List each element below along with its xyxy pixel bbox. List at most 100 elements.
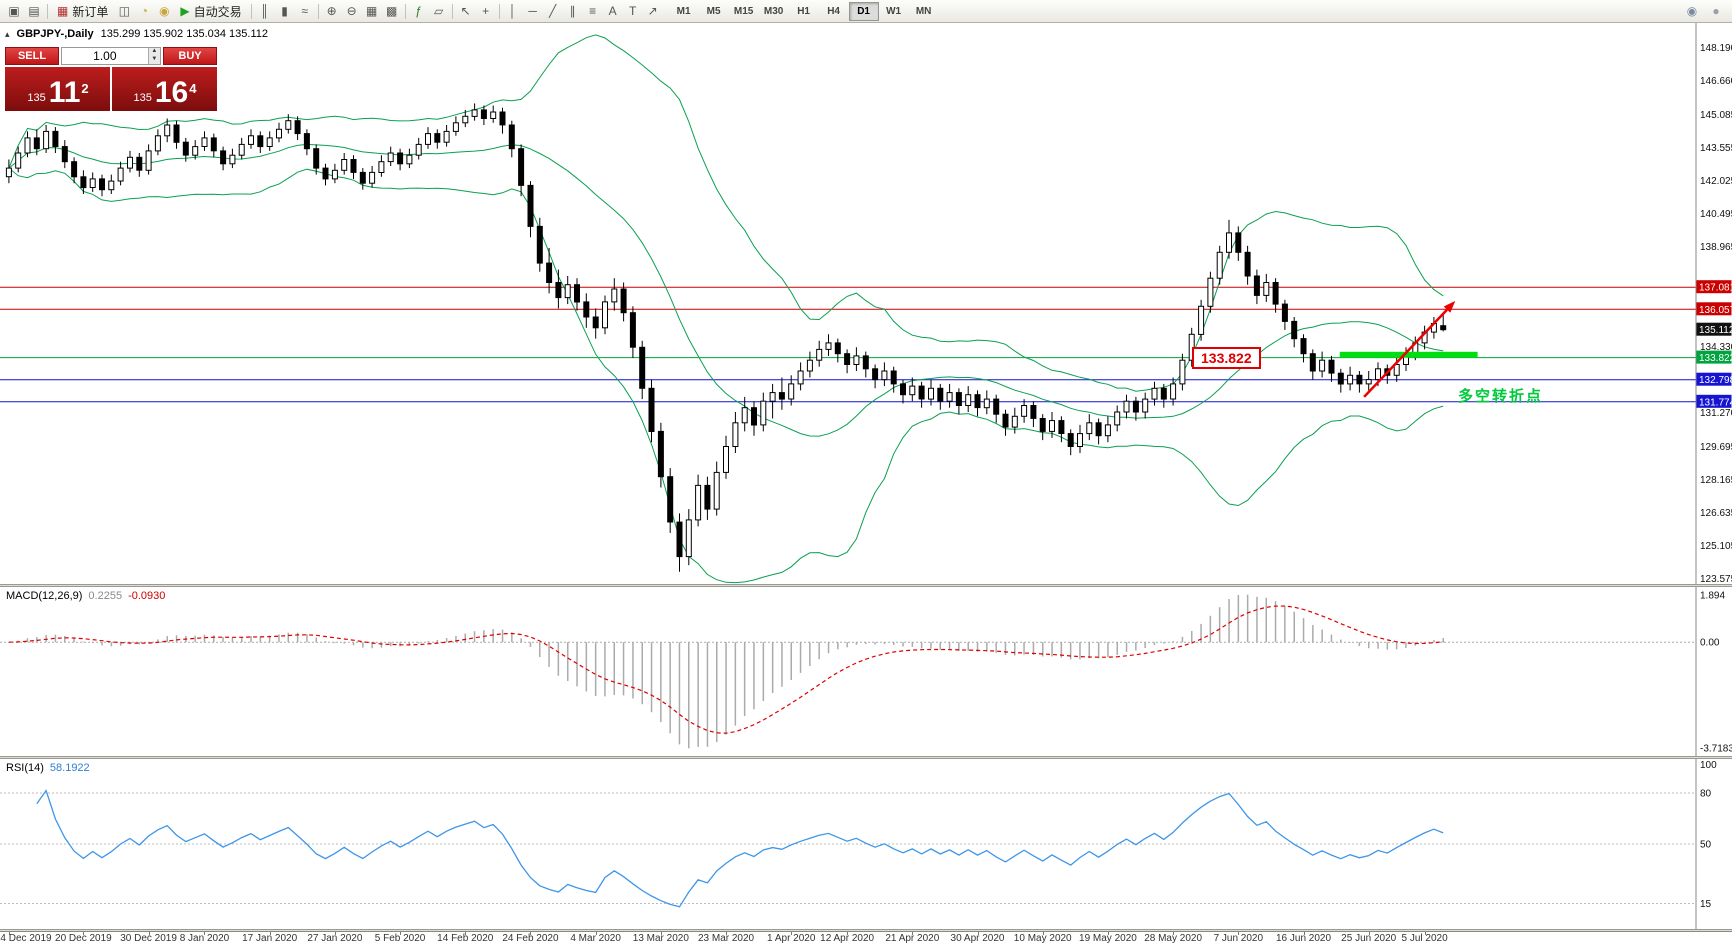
time-tick <box>465 932 467 935</box>
svg-text:125.105: 125.105 <box>1700 541 1732 552</box>
rsi-pane[interactable]: 100 80 50 15 <box>0 759 1732 929</box>
svg-text:131.774: 131.774 <box>1699 397 1732 408</box>
volume-up-button[interactable]: ▲ <box>148 48 160 56</box>
new-order-button[interactable]: ▦ 新订单 <box>51 2 114 20</box>
trendline-icon[interactable]: ╱ <box>543 2 563 20</box>
profiles-icon-glyph: ▤ <box>28 4 40 18</box>
history-center-icon[interactable]: ◔ <box>134 2 154 20</box>
volume-input[interactable] <box>62 48 148 64</box>
toolbar-separator <box>47 3 48 19</box>
time-tick <box>204 932 206 935</box>
date-label: 8 Jan 2020 <box>179 933 230 944</box>
timeframe-button-d1[interactable]: D1 <box>848 1 879 21</box>
channel-icon[interactable]: ∥ <box>563 2 583 20</box>
sell-price-panel[interactable]: 135 11 2 <box>5 67 110 111</box>
pane-separator[interactable] <box>0 584 1732 587</box>
pane-separator <box>0 929 1732 931</box>
bar-chart-icon[interactable]: ║ <box>255 2 275 20</box>
timeframe-button-h1[interactable]: H1 <box>797 5 810 17</box>
horizontal-line-icon[interactable]: ─ <box>523 2 543 20</box>
macd-pane[interactable]: 1.894 0.00 -3.7183 <box>0 587 1732 756</box>
vertical-line-icon[interactable]: │ <box>503 2 523 20</box>
timeframe-button-m30[interactable]: M30 <box>763 5 784 17</box>
date-label: 10 May 2020 <box>1013 933 1072 944</box>
timeframe-button-w1[interactable]: W1 <box>886 5 902 17</box>
timeframe-button-mn[interactable]: MN <box>915 5 932 17</box>
date-label: 24 Feb 2020 <box>502 933 559 944</box>
main-chart-pane[interactable]: 148.190 146.660 145.085 143.555 142.025 140.4… <box>0 23 1732 584</box>
new-order-icon: ▦ <box>57 4 69 18</box>
date-label: 30 Dec 2019 <box>120 933 177 944</box>
cursor-icon[interactable]: ↖ <box>456 2 476 20</box>
tile-windows-icon[interactable]: ▦ <box>362 2 382 20</box>
date-label: 4 Mar 2020 <box>570 933 621 944</box>
buy-price-big: 16 <box>154 76 189 109</box>
svg-text:131.270: 131.270 <box>1700 408 1732 419</box>
auto-arrange-icon[interactable]: ▩ <box>382 2 402 20</box>
metaquotes-logo[interactable]: ◉ <box>1686 4 1698 18</box>
time-tick <box>912 932 914 935</box>
zoom-in-icon[interactable]: ⊕ <box>322 2 342 20</box>
rsi-indicator-label: RSI(14) 58.1922 <box>6 762 90 774</box>
autotrade-icon: ▶ <box>180 4 190 18</box>
text-icon[interactable]: A <box>603 2 623 20</box>
svg-text:0.00: 0.00 <box>1700 638 1720 649</box>
candlestick-chart-icon[interactable]: ▮ <box>275 2 295 20</box>
label-icon[interactable]: T <box>623 2 643 20</box>
zoom-out-icon[interactable]: ⊖ <box>342 2 362 20</box>
svg-text:145.085: 145.085 <box>1700 110 1732 121</box>
horizontal-line-icon-glyph: ─ <box>528 4 537 18</box>
time-tick <box>726 932 728 935</box>
pane-separator[interactable] <box>0 756 1732 759</box>
label-icon-glyph: T <box>628 4 637 18</box>
volume-down-button[interactable]: ▼ <box>148 56 160 64</box>
timeframe-button-m1[interactable]: M1 <box>676 5 691 17</box>
macd-indicator-label: MACD(12,26,9) 0.2255 -0.0930 <box>6 590 166 602</box>
buy-price-panel[interactable]: 135 16 4 <box>112 67 217 111</box>
time-axis[interactable]: 4 Dec 2019 20 Dec 2019 30 Dec 2019 8 Jan 20… <box>0 931 1732 945</box>
time-tick <box>1238 932 1240 935</box>
profiles-icon[interactable]: ▤ <box>24 2 44 20</box>
timeframe-button-h4[interactable]: H4 <box>827 5 840 17</box>
time-tick <box>595 932 597 935</box>
new-chart-icon[interactable]: ▣ <box>4 2 24 20</box>
svg-text:80: 80 <box>1700 789 1712 800</box>
time-tick <box>660 932 662 935</box>
indicators-icon[interactable]: ƒ <box>409 2 429 20</box>
community-icon[interactable]: ● <box>1712 4 1720 18</box>
templates-icon[interactable]: ▱ <box>429 2 449 20</box>
turning-point-label[interactable]: 多空转折点 <box>1458 388 1544 405</box>
sell-price-sup: 2 <box>81 81 89 96</box>
time-tick <box>1368 932 1370 935</box>
chart-window-icon[interactable]: ◫ <box>114 2 134 20</box>
alerts-icon[interactable]: ◉ <box>154 2 174 20</box>
chart-window: ▴ GBPJPY-,Daily 135.299 135.902 135.034 … <box>0 22 1732 945</box>
date-label: 13 Mar 2020 <box>632 933 689 944</box>
date-label: 30 Apr 2020 <box>950 933 1005 944</box>
svg-text:128.165: 128.165 <box>1700 475 1732 486</box>
support-price-label[interactable]: 133.822 <box>1192 347 1261 369</box>
arrow-tools-icon-glyph: ↗ <box>647 4 658 18</box>
timeframe-button-m5[interactable]: M5 <box>706 5 721 17</box>
buy-price-sup: 4 <box>189 81 197 96</box>
time-tick <box>269 932 271 935</box>
auto-arrange-icon-glyph: ▩ <box>385 4 398 18</box>
arrow-tools-icon[interactable]: ↗ <box>643 2 663 20</box>
toolbar-separator <box>250 3 252 19</box>
timeframe-button-m15[interactable]: M15 <box>733 5 754 17</box>
cursor-icon-glyph: ↖ <box>460 4 471 18</box>
date-label: 28 May 2020 <box>1144 933 1203 944</box>
one-click-collapse-icon[interactable]: ▴ <box>5 28 10 39</box>
svg-text:137.081: 137.081 <box>1699 283 1732 294</box>
autotrade-button[interactable]: ▶ 自动交易 <box>174 2 247 20</box>
time-tick <box>148 932 150 935</box>
crosshair-icon[interactable]: + <box>476 2 496 20</box>
fibonacci-icon[interactable]: ≡ <box>583 2 603 20</box>
toolbar-button-label: 自动交易 <box>193 4 242 19</box>
line-chart-icon-glyph: ≈ <box>301 4 308 18</box>
sell-button[interactable]: SELL <box>5 47 59 65</box>
buy-button[interactable]: BUY <box>163 47 217 65</box>
line-chart-icon[interactable]: ≈ <box>295 2 315 20</box>
time-tick <box>977 932 979 935</box>
toolbar-items: ▣ ▤ ▦ 新订单 ◫ ◔ ◉ ▶ 自动交易 ║ ▮ ≈ ⊕ ⊖ ▦ ▩ ƒ ▱ ↖ + │ ─ ╱ ∥ ≡ A T ↗ <box>4 2 663 20</box>
